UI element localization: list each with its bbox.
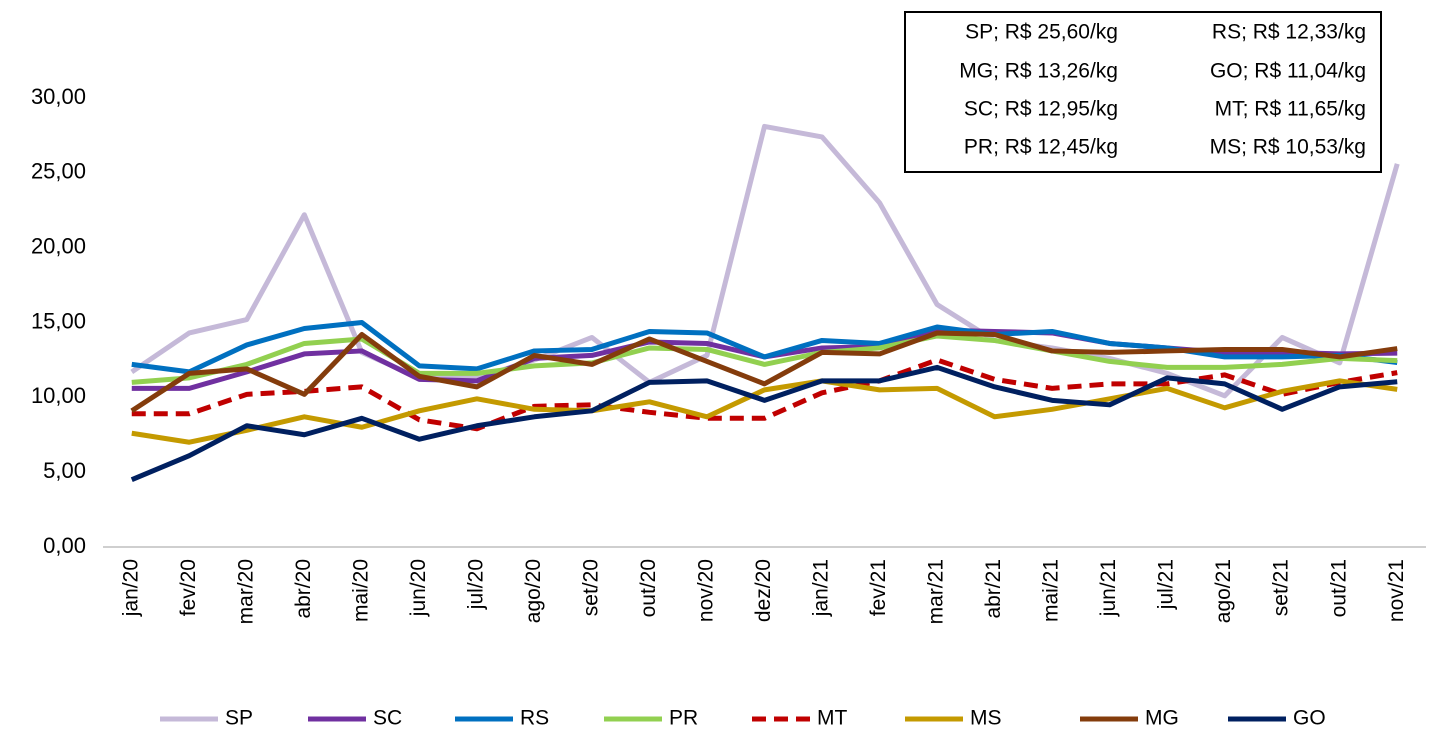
annotation: MG; R$ 13,26/kg <box>959 60 1118 83</box>
x-tick-label: abr/21 <box>982 559 1005 619</box>
y-tick-label: 10,00 <box>31 383 86 408</box>
x-tick-label: jan/20 <box>119 559 142 617</box>
x-tick-label: mai/20 <box>349 559 372 622</box>
legend-label: RS <box>520 707 549 730</box>
x-tick-label: jun/20 <box>407 559 430 617</box>
annotation: RS; R$ 12,33/kg <box>1212 21 1366 44</box>
annotation: GO; R$ 11,04/kg <box>1210 60 1366 83</box>
x-tick-label: ago/21 <box>1212 559 1235 623</box>
legend-label: MT <box>817 707 847 730</box>
x-tick-label: mar/20 <box>234 559 257 624</box>
x-tick-label: fev/20 <box>177 559 200 616</box>
y-tick-label: 30,00 <box>31 84 86 109</box>
annotation: SP; R$ 25,60/kg <box>965 21 1118 44</box>
x-tick-label: abr/20 <box>292 559 315 619</box>
x-tick-label: nov/20 <box>695 559 718 622</box>
legend-label: MG <box>1145 707 1179 730</box>
x-tick-label: jan/21 <box>810 559 833 617</box>
x-tick-label: ago/20 <box>522 559 545 623</box>
legend-label: SP <box>225 707 253 730</box>
y-tick-label: 15,00 <box>31 308 86 333</box>
y-tick-label: 20,00 <box>31 233 86 258</box>
annotation-box <box>904 11 1382 173</box>
x-tick-label: nov/21 <box>1385 559 1408 622</box>
annotation: SC; R$ 12,95/kg <box>964 98 1118 121</box>
x-tick-label: fev/21 <box>867 559 890 616</box>
x-tick-label: jun/21 <box>1097 559 1120 617</box>
annotation: MT; R$ 11,65/kg <box>1215 98 1366 121</box>
x-tick-label: set/20 <box>579 559 602 616</box>
y-tick-label: 5,00 <box>43 458 86 483</box>
x-tick-label: jul/20 <box>464 559 487 610</box>
y-tick-label: 25,00 <box>31 159 86 184</box>
series-line <box>130 364 1398 482</box>
x-tick-label: out/20 <box>637 559 660 617</box>
annotation: MS; R$ 10,53/kg <box>1210 136 1366 159</box>
x-tick-label: mar/21 <box>925 559 948 624</box>
x-tick-label: set/21 <box>1270 559 1293 616</box>
y-tick-label: 0,00 <box>43 533 86 558</box>
annotation: PR; R$ 12,45/kg <box>964 136 1118 159</box>
x-tick-label: mai/21 <box>1040 559 1063 622</box>
legend-label: SC <box>373 707 402 730</box>
legend-label: MS <box>970 707 1002 730</box>
x-tick-label: out/21 <box>1327 559 1350 617</box>
legend-label: PR <box>669 707 698 730</box>
series-line <box>130 330 1398 413</box>
x-tick-label: jul/21 <box>1155 559 1178 610</box>
series-line <box>131 333 1398 385</box>
x-tick-label: dez/20 <box>752 559 775 622</box>
legend-label: GO <box>1293 707 1326 730</box>
